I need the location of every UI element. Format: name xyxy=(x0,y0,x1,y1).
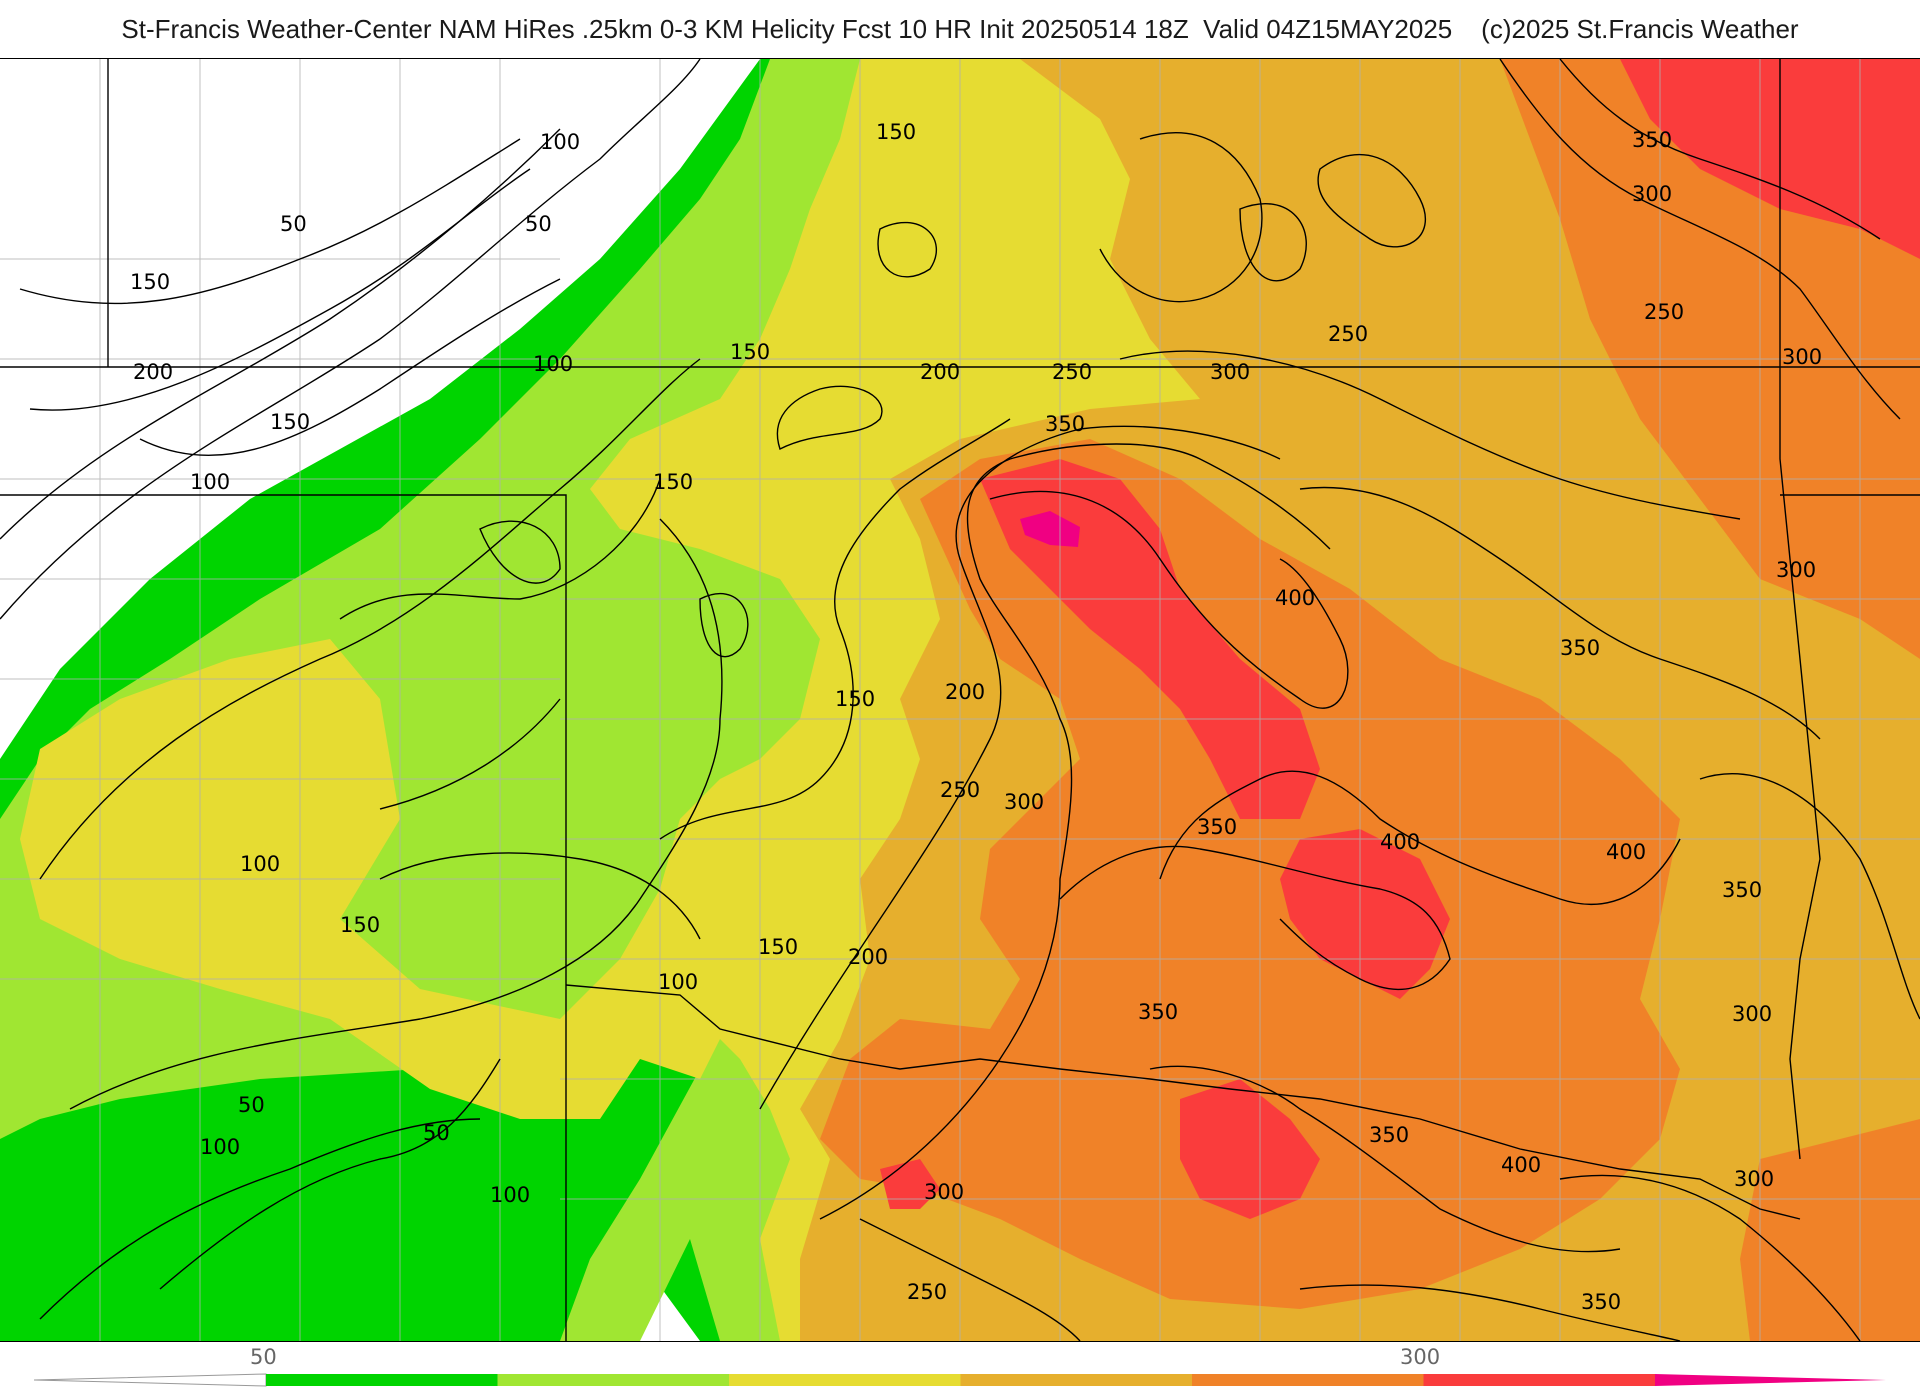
contour-label: 150 xyxy=(270,410,310,434)
contour-label: 300 xyxy=(1732,1002,1772,1026)
legend-swatch xyxy=(1192,1374,1424,1386)
contour-label: 300 xyxy=(1782,345,1822,369)
contour-label: 350 xyxy=(1138,1000,1178,1024)
legend-tick-label: 50 xyxy=(250,1345,277,1369)
legend-swatch xyxy=(729,1374,961,1386)
contour-label: 350 xyxy=(1369,1123,1409,1147)
contour-label: 200 xyxy=(945,680,985,704)
contour-label: 350 xyxy=(1197,815,1237,839)
contour-label: 150 xyxy=(130,270,170,294)
contour-label: 300 xyxy=(924,1180,964,1204)
contour-label: 150 xyxy=(730,340,770,364)
contour-label: 150 xyxy=(876,120,916,144)
contour-label: 150 xyxy=(340,913,380,937)
contour-label: 300 xyxy=(1776,558,1816,582)
fill-250-300 xyxy=(1740,1119,1920,1341)
contour-label: 250 xyxy=(1644,300,1684,324)
county-lines xyxy=(0,59,1920,1341)
contour-label: 400 xyxy=(1380,830,1420,854)
contour-label: 350 xyxy=(1560,636,1600,660)
fill-above-350 xyxy=(1020,511,1080,547)
contour-label: 50 xyxy=(238,1093,265,1117)
contour-label: 250 xyxy=(940,778,980,802)
contour-label: 300 xyxy=(1734,1167,1774,1191)
legend-tick-label: 300 xyxy=(1400,1345,1440,1369)
map-title: St-Francis Weather-Center NAM HiRes .25k… xyxy=(121,14,1799,44)
legend-swatch xyxy=(960,1374,1193,1386)
contour-label: 250 xyxy=(907,1280,947,1304)
contour-label: 350 xyxy=(1722,878,1762,902)
fill-300-350 xyxy=(980,459,1320,819)
contour-label: 150 xyxy=(758,935,798,959)
contour-label: 50 xyxy=(525,212,552,236)
legend-arrow-low xyxy=(33,1373,267,1387)
contour-label: 100 xyxy=(200,1135,240,1159)
contour-label: 150 xyxy=(653,470,693,494)
contour-label: 350 xyxy=(1045,412,1085,436)
legend-swatch xyxy=(1423,1374,1656,1386)
fill-300-350 xyxy=(1180,1079,1320,1219)
contour-label: 350 xyxy=(1632,128,1672,152)
contour-label: 200 xyxy=(920,360,960,384)
contour-label: 150 xyxy=(835,687,875,711)
legend-swatch xyxy=(266,1374,498,1386)
contour-label: 250 xyxy=(1052,360,1092,384)
contour-label: 400 xyxy=(1501,1153,1541,1177)
helicity-map: 100 50 50 150 200 150 100 100 150 150 15… xyxy=(0,58,1920,1342)
contour-label: 100 xyxy=(240,852,280,876)
legend-arrow-high xyxy=(1655,1374,1886,1386)
contour-label: 200 xyxy=(848,945,888,969)
contour-label: 50 xyxy=(280,212,307,236)
contour-label: 100 xyxy=(533,352,573,376)
helicity-contours xyxy=(0,59,1920,1341)
contour-labels: 100 50 50 150 200 150 100 100 150 150 15… xyxy=(130,120,1822,1314)
contour-label: 300 xyxy=(1004,790,1044,814)
contour-label: 400 xyxy=(1275,586,1315,610)
contour-label: 400 xyxy=(1606,840,1646,864)
contour-label: 350 xyxy=(1581,1290,1621,1314)
contour-label: 200 xyxy=(133,360,173,384)
contour-label: 300 xyxy=(1210,360,1250,384)
legend-swatch xyxy=(497,1374,730,1386)
contour-label: 300 xyxy=(1632,182,1672,206)
contour-label: 250 xyxy=(1328,322,1368,346)
state-boundaries xyxy=(0,59,1920,1341)
contour-label: 100 xyxy=(658,970,698,994)
color-legend: 50 300 xyxy=(33,1345,1886,1387)
contour-label: 100 xyxy=(190,470,230,494)
contour-label: 100 xyxy=(490,1183,530,1207)
contour-label: 50 xyxy=(423,1121,450,1145)
contour-label: 100 xyxy=(540,130,580,154)
fill-250-300 xyxy=(820,439,1680,1309)
legend-bar xyxy=(33,1373,1886,1387)
fill-300-350 xyxy=(1620,59,1920,259)
